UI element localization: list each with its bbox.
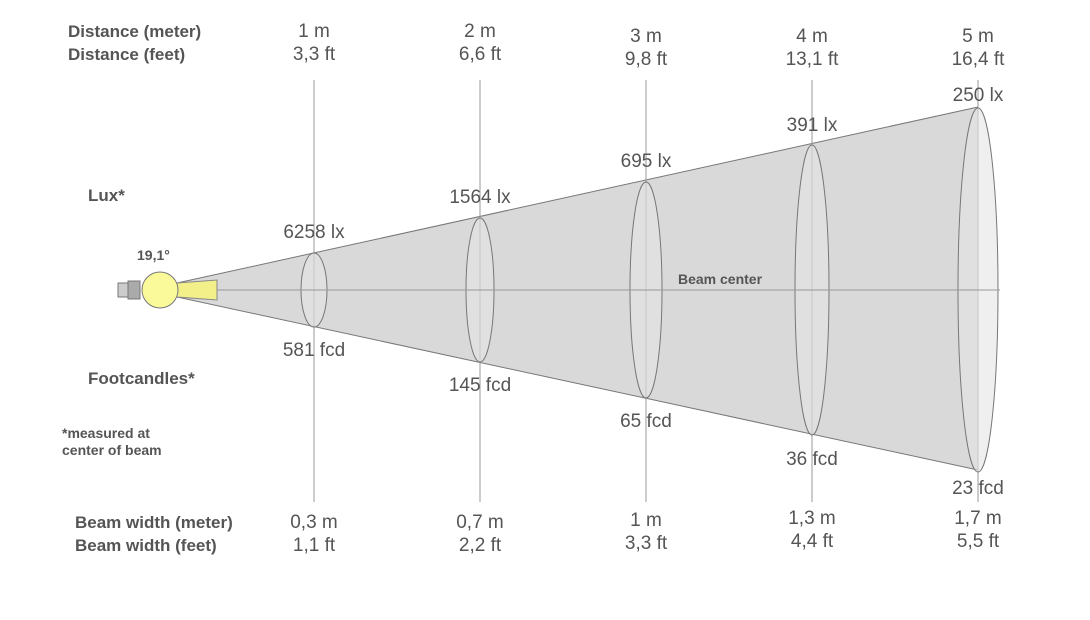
lux-value: 695 lx	[621, 151, 672, 172]
label-beam-width-feet: Beam width (feet)	[75, 536, 217, 555]
lux-value: 1564 lx	[449, 187, 511, 208]
distance-meter: 3 m	[630, 26, 662, 47]
label-footcandles: Footcandles*	[88, 369, 195, 388]
note-line2: center of beam	[62, 442, 162, 458]
beam-width-feet: 3,3 ft	[625, 533, 668, 554]
lux-value: 250 lx	[953, 85, 1004, 106]
distance-meter: 5 m	[962, 26, 994, 47]
distance-meter: 1 m	[298, 21, 330, 42]
note-line1: *measured at	[62, 425, 150, 441]
distance-feet: 3,3 ft	[293, 44, 336, 65]
label-beam-width-meter: Beam width (meter)	[75, 513, 233, 532]
fcd-value: 145 fcd	[449, 375, 511, 396]
fcd-value: 581 fcd	[283, 340, 345, 361]
lux-value: 6258 lx	[283, 222, 345, 243]
distance-feet: 13,1 ft	[786, 49, 840, 70]
lux-value: 391 lx	[787, 115, 838, 136]
light-cone	[176, 106, 979, 471]
distance-feet: 6,6 ft	[459, 44, 502, 65]
beam-width-feet: 5,5 ft	[957, 531, 1000, 552]
beam-width-feet: 4,4 ft	[791, 531, 834, 552]
label-lux: Lux*	[88, 186, 125, 205]
label-distance-feet: Distance (feet)	[68, 45, 185, 64]
beam-width-meter: 1,7 m	[954, 508, 1002, 529]
distance-feet: 16,4 ft	[952, 49, 1006, 70]
fcd-value: 23 fcd	[952, 478, 1004, 499]
beam-center-label: Beam center	[678, 271, 763, 287]
label-distance-meter: Distance (meter)	[68, 22, 201, 41]
beam-width-meter: 0,3 m	[290, 512, 338, 533]
fcd-value: 36 fcd	[786, 449, 838, 470]
fcd-value: 65 fcd	[620, 411, 672, 432]
beam-width-feet: 1,1 ft	[293, 535, 336, 556]
distance-meter: 4 m	[796, 26, 828, 47]
beam-width-meter: 1 m	[630, 510, 662, 531]
beam-width-meter: 0,7 m	[456, 512, 504, 533]
distance-meter: 2 m	[464, 21, 496, 42]
bulb-icon	[117, 271, 218, 309]
beam-width-feet: 2,2 ft	[459, 535, 502, 556]
beam-width-meter: 1,3 m	[788, 508, 836, 529]
beam-angle: 19,1°	[137, 247, 170, 263]
distance-feet: 9,8 ft	[625, 49, 668, 70]
